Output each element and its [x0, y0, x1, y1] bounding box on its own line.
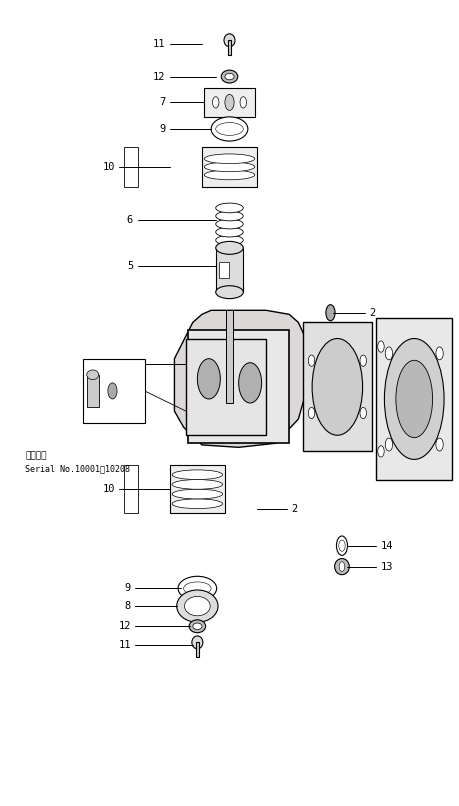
- Text: 2: 2: [369, 308, 376, 318]
- Ellipse shape: [216, 241, 243, 255]
- Text: 10: 10: [102, 484, 115, 494]
- Ellipse shape: [172, 499, 223, 509]
- Bar: [376, 318, 452, 480]
- Ellipse shape: [211, 117, 248, 141]
- Ellipse shape: [216, 211, 243, 221]
- Ellipse shape: [204, 170, 255, 180]
- Circle shape: [239, 363, 262, 403]
- Bar: [204, 88, 255, 117]
- Ellipse shape: [178, 576, 217, 600]
- Circle shape: [360, 408, 366, 419]
- Circle shape: [436, 438, 443, 451]
- Circle shape: [308, 355, 315, 366]
- Circle shape: [378, 341, 384, 352]
- Ellipse shape: [177, 590, 218, 622]
- Text: 13: 13: [381, 562, 393, 571]
- Bar: [124, 147, 138, 187]
- Text: 2: 2: [291, 505, 298, 514]
- Ellipse shape: [385, 339, 444, 459]
- Bar: [202, 147, 257, 187]
- Text: 12: 12: [118, 621, 131, 631]
- Ellipse shape: [204, 162, 255, 172]
- Ellipse shape: [184, 582, 211, 595]
- Text: 適用号機: 適用号機: [25, 451, 47, 460]
- Text: 14: 14: [381, 541, 393, 550]
- Circle shape: [308, 408, 315, 419]
- Circle shape: [108, 383, 117, 399]
- Circle shape: [385, 347, 392, 359]
- Text: 8: 8: [124, 601, 131, 611]
- Bar: [226, 310, 233, 403]
- Text: 4: 4: [102, 362, 107, 371]
- Bar: [303, 322, 372, 451]
- Circle shape: [378, 446, 384, 457]
- Text: 5: 5: [127, 261, 133, 271]
- Circle shape: [385, 438, 392, 451]
- Text: 9: 9: [159, 124, 165, 134]
- Circle shape: [360, 355, 366, 366]
- Ellipse shape: [193, 623, 202, 629]
- Text: 11: 11: [118, 640, 131, 650]
- Circle shape: [240, 97, 246, 108]
- Ellipse shape: [172, 470, 223, 480]
- Circle shape: [336, 536, 347, 555]
- Ellipse shape: [216, 227, 243, 237]
- Ellipse shape: [192, 636, 203, 649]
- Bar: [228, 40, 231, 55]
- Ellipse shape: [172, 480, 223, 489]
- Ellipse shape: [216, 285, 243, 298]
- Bar: [219, 262, 229, 278]
- Ellipse shape: [87, 370, 99, 380]
- Ellipse shape: [396, 360, 433, 438]
- Text: 9: 9: [124, 584, 131, 593]
- Ellipse shape: [224, 34, 235, 47]
- Circle shape: [436, 347, 443, 359]
- Ellipse shape: [185, 596, 210, 616]
- Text: 6: 6: [127, 215, 133, 225]
- Circle shape: [197, 359, 220, 399]
- Polygon shape: [174, 310, 308, 447]
- Bar: [186, 339, 266, 435]
- Circle shape: [326, 305, 335, 321]
- Bar: [124, 465, 138, 513]
- Ellipse shape: [216, 203, 243, 213]
- Ellipse shape: [221, 70, 238, 83]
- Bar: [83, 359, 145, 423]
- Text: 12: 12: [153, 72, 165, 81]
- Text: 3: 3: [85, 362, 90, 371]
- Bar: [170, 465, 225, 513]
- Ellipse shape: [189, 620, 206, 633]
- Text: 1: 1: [131, 359, 138, 369]
- Ellipse shape: [216, 219, 243, 229]
- Circle shape: [225, 94, 234, 110]
- Ellipse shape: [172, 489, 223, 499]
- Bar: [87, 375, 99, 407]
- Text: 11: 11: [153, 39, 165, 49]
- Text: 7: 7: [159, 98, 165, 107]
- Ellipse shape: [335, 559, 349, 575]
- Text: Serial No.10001～10208: Serial No.10001～10208: [25, 464, 130, 474]
- Circle shape: [339, 562, 345, 571]
- Ellipse shape: [216, 123, 243, 135]
- Text: 10: 10: [102, 162, 115, 172]
- Circle shape: [339, 540, 345, 551]
- Bar: [196, 642, 199, 657]
- Ellipse shape: [225, 73, 234, 80]
- Ellipse shape: [204, 154, 255, 164]
- Circle shape: [213, 97, 219, 108]
- Bar: [216, 247, 243, 292]
- Ellipse shape: [216, 235, 243, 245]
- Ellipse shape: [312, 339, 363, 435]
- Bar: [188, 330, 289, 443]
